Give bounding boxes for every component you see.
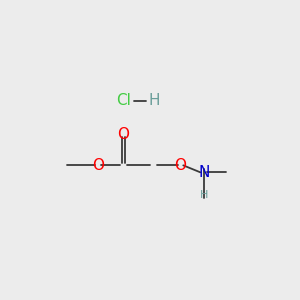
Text: O: O <box>118 127 130 142</box>
Text: H: H <box>148 93 160 108</box>
Text: O: O <box>175 158 187 173</box>
Text: H: H <box>200 190 208 200</box>
Text: Cl: Cl <box>116 93 131 108</box>
Text: N: N <box>198 165 209 180</box>
Text: O: O <box>92 158 104 173</box>
